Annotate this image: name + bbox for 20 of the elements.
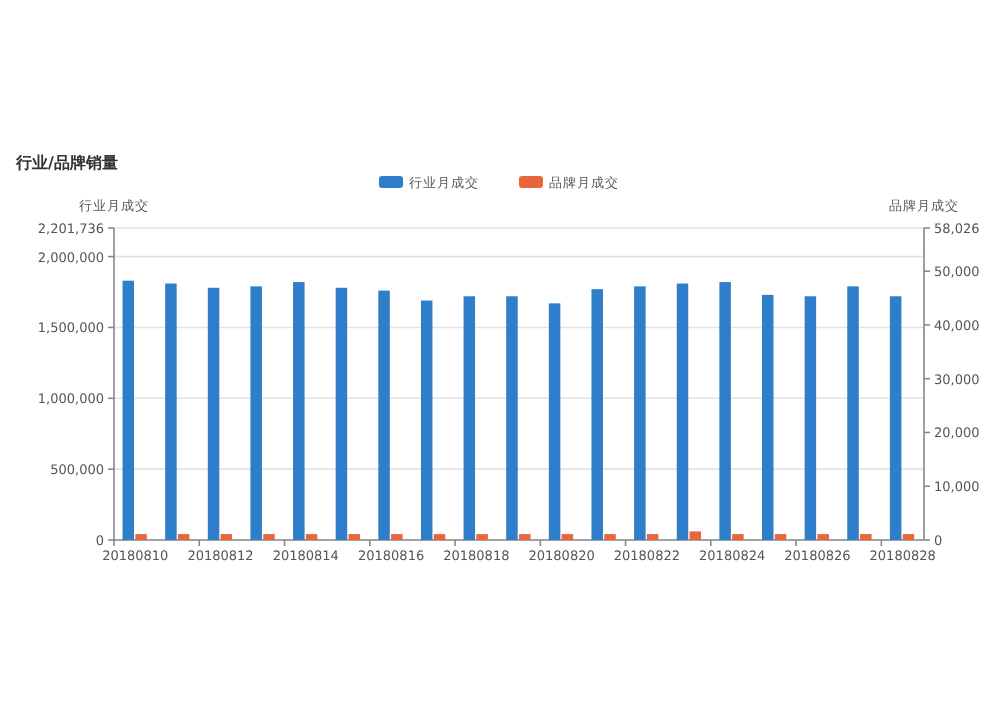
bar	[420, 300, 433, 540]
bar	[122, 280, 135, 540]
bar	[804, 296, 817, 540]
bar	[463, 296, 476, 540]
bar	[676, 283, 689, 540]
bar	[207, 287, 220, 540]
bar	[548, 303, 561, 540]
bar	[293, 282, 305, 540]
bar	[165, 283, 177, 540]
chart-title: 行业/品牌销量	[14, 154, 118, 172]
bar	[634, 286, 646, 540]
bar	[847, 286, 859, 540]
bar	[335, 287, 348, 540]
bar	[378, 290, 390, 540]
bar	[762, 294, 774, 540]
bar	[719, 282, 731, 540]
bar	[506, 296, 518, 540]
bar	[889, 296, 902, 540]
bar	[250, 286, 262, 540]
bar	[591, 289, 603, 540]
